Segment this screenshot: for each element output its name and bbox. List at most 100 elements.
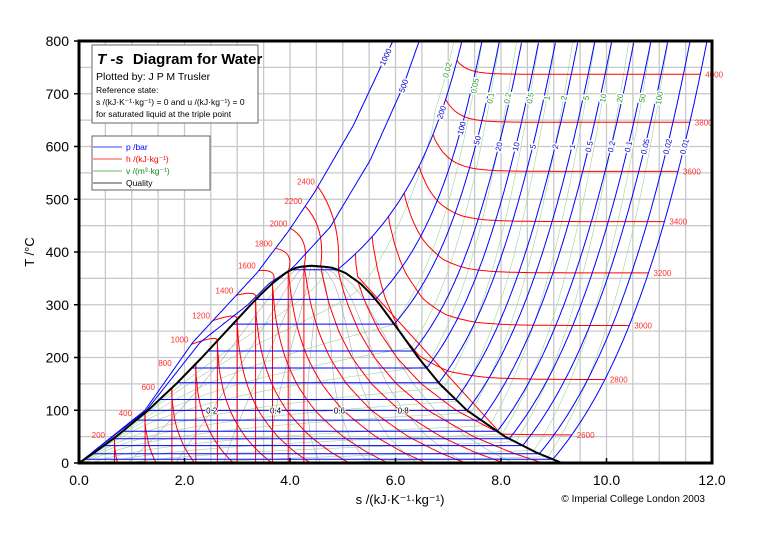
isobar-label: 2 [551, 143, 561, 150]
isenthalp-label: 800 [158, 359, 172, 368]
isenthalp-label: 3800 [695, 118, 713, 127]
isenthalp-label: 4000 [705, 70, 723, 79]
isenthalp-label: 400 [119, 409, 133, 418]
x-tick-label: 10.0 [593, 472, 620, 488]
isobar-line [79, 41, 394, 463]
isochore-line [102, 41, 613, 463]
axis-ticks: 0.0 2.0 4.0 6.0 8.0 10.0 12.0 0 100 200 300 400 500 6… [46, 33, 726, 488]
isobar-line [79, 42, 691, 463]
isochore-line [81, 41, 557, 463]
isochore-label: 0.05 [469, 77, 481, 94]
isochore-label: 2 [559, 95, 569, 101]
isochore-label: 100 [654, 90, 665, 105]
isenthalp-label: 3400 [669, 218, 687, 227]
isochore-label: 1 [542, 95, 552, 101]
isenthalp-line [290, 227, 306, 267]
plot-curves [79, 41, 708, 463]
isochore-line [311, 41, 669, 463]
legend-quality: Quality [126, 178, 153, 188]
x-tick-label: 0.0 [69, 472, 89, 488]
x-tick-label: 6.0 [386, 472, 406, 488]
quality-label: 0.2 [206, 406, 218, 415]
isobar-label: 0.1 [623, 140, 634, 153]
isobar-label: 1 [568, 143, 578, 150]
quality-line [307, 265, 321, 463]
isobar-line [79, 42, 612, 463]
isobar-line [79, 41, 708, 463]
isenthalp-line [171, 388, 196, 463]
isochore-label: 50 [637, 92, 647, 103]
isenthalp-label: 2400 [297, 178, 315, 187]
legend-pressure: p /bar [126, 142, 148, 152]
y-axis-label: T /°C [22, 237, 37, 267]
isobar-label: 0.05 [639, 137, 652, 155]
isenthalp-label: 1400 [216, 286, 234, 295]
isochore-label: 0.5 [525, 91, 536, 104]
reference-line-2: for saturated liquid at the triple point [96, 109, 232, 119]
x-tick-label: 8.0 [491, 472, 511, 488]
isenthalp-line [216, 341, 273, 463]
isenthalp-line [355, 253, 572, 436]
isenthalp-label: 1000 [171, 335, 189, 344]
isobar-label: 5 [528, 143, 538, 150]
isenthalp-line [432, 134, 678, 172]
y-tick-label: 300 [46, 297, 70, 313]
isenthalp-line [357, 282, 501, 434]
isenthalp-line [456, 60, 701, 75]
isenthalp-label: 1200 [192, 312, 210, 321]
isenthalp-label: 2000 [270, 219, 288, 228]
isenthalp-line [195, 363, 234, 463]
isobar-label: 500 [397, 78, 410, 94]
isochore-label: 0.1 [485, 91, 496, 104]
legend-volume: v /(m³·kg⁻¹) [126, 166, 170, 176]
isenthalp-line [403, 192, 649, 274]
isenthalp-line [275, 247, 291, 272]
isochore-line [125, 41, 629, 463]
title-box: T -s Diagram for Water Plotted by: J P M… [91, 44, 262, 124]
isochore-line [79, 41, 455, 463]
title-italic: T -s [97, 51, 124, 68]
isenthalp-label: 3000 [634, 322, 652, 331]
isochore-label: 0.2 [502, 91, 513, 104]
y-tick-label: 400 [46, 244, 70, 260]
isenthalp-label: 2800 [610, 376, 628, 385]
y-tick-label: 0 [61, 455, 69, 471]
x-axis-label: s /(kJ·K⁻¹·kg⁻¹) [356, 492, 445, 507]
y-tick-label: 500 [46, 191, 70, 207]
isenthalp-line [445, 98, 690, 123]
isochore-line [79, 41, 500, 463]
isenthalp-line [255, 300, 350, 463]
saturation-dome [79, 264, 563, 463]
isobar-label: 100 [456, 120, 468, 136]
isochore-line [79, 41, 483, 463]
y-tick-label: 200 [46, 350, 70, 366]
isenthalp-label: 3200 [653, 269, 671, 278]
isochore-label: 10 [598, 92, 608, 103]
isobar-label: 1000 [378, 47, 394, 67]
quality-line [311, 265, 466, 463]
isenthalp-label: 200 [92, 431, 106, 440]
isochore-line [83, 41, 573, 463]
reference-line-1: s /(kJ·K⁻¹·kg⁻¹) = 0 and u /(kJ·kg⁻¹) = … [96, 97, 245, 107]
isobar-label: 0.2 [606, 140, 617, 153]
x-tick-label: 4.0 [280, 472, 300, 488]
isenthalp-line [144, 412, 157, 463]
y-tick-label: 700 [46, 86, 70, 102]
reference-label: Reference state: [96, 85, 158, 95]
quality-line [311, 265, 514, 463]
legend: p /bar h /(kJ·kg⁻¹) v /(m³·kg⁻¹) Quality [91, 135, 211, 191]
isenthalp-line [388, 216, 630, 327]
isobar-label: 0.5 [584, 140, 595, 153]
quality-label: 0.8 [398, 406, 410, 415]
isobar-line [79, 41, 420, 463]
x-tick-label: 12.0 [698, 472, 725, 488]
y-tick-label: 100 [46, 402, 70, 418]
isenthalp-label: 1800 [255, 239, 273, 248]
isobar-label: 0.02 [662, 137, 675, 155]
copyright: © Imperial College London 2003 [561, 494, 705, 505]
legend-enthalpy: h /(kJ·kg⁻¹) [126, 154, 169, 164]
isobar-line [79, 42, 635, 463]
quality-label: 0.4 [270, 406, 282, 415]
curve-labels: 0.2 0.4 0.6 0.80.020.050.1 0.2 0.5 1 2 5 10 20 50 10… [92, 45, 724, 440]
isochore-label: 5 [582, 95, 592, 101]
